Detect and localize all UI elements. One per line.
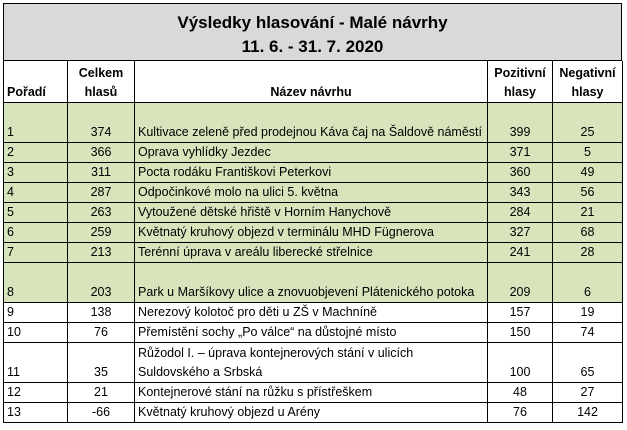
negative-votes-cell: 21 — [552, 202, 623, 223]
rank-cell: 9 — [3, 302, 68, 323]
total-votes-cell: 287 — [67, 182, 135, 203]
table-row: 10 76 Přemístění sochy „Po válce“ na důsto… — [3, 322, 623, 343]
negative-votes-cell: 25 — [552, 102, 623, 143]
proposal-name-cell: Park u Maršíkovy ulice a znovuobjevení P… — [134, 262, 488, 303]
positive-votes-cell: 150 — [487, 322, 553, 343]
proposal-name-cell: Odpočinkové molo na ulici 5. května — [134, 182, 488, 203]
rank-cell: 7 — [3, 242, 68, 263]
negative-votes-cell: 6 — [552, 262, 623, 303]
rank-cell: 6 — [3, 222, 68, 243]
negative-votes-cell: 65 — [552, 342, 623, 383]
positive-votes-cell: 371 — [487, 142, 553, 163]
negative-votes-cell: 68 — [552, 222, 623, 243]
column-header-total: Celkem hlasů — [67, 61, 135, 103]
column-header-negative: Negativní hlasy — [552, 61, 623, 103]
table-row: 7 213 Terénní úprava v areálu liberecké st… — [3, 242, 623, 263]
negative-votes-cell: 19 — [552, 302, 623, 323]
negative-votes-cell: 28 — [552, 242, 623, 263]
negative-votes-cell: 74 — [552, 322, 623, 343]
table-row: 8 203 Park u Maršíkovy ulice a znovuobjeve… — [3, 262, 623, 303]
header-row: Pořadí Celkem hlasů Název návrhu Pozitiv… — [3, 61, 623, 103]
table-row: 1 374 Kultivace zeleně před prodejnou Káva… — [3, 102, 623, 143]
table-row: 11 35 Růžodol I. – úprava kontejnerových s… — [3, 342, 623, 383]
column-header-positive: Pozitivní hlasy — [487, 61, 553, 103]
proposal-name-cell: Růžodol I. – úprava kontejnerových stání… — [134, 342, 488, 383]
proposal-name-cell: Přemístění sochy „Po válce“ na důstojné … — [134, 322, 488, 343]
column-header-name: Název návrhu — [134, 61, 488, 103]
table-row: 13 -66 Květnatý kruhový objezd u Arény 76 14… — [3, 402, 623, 423]
total-votes-cell: 374 — [67, 102, 135, 143]
proposal-name-cell: Vytoužené dětské hřiště v Horním Hanycho… — [134, 202, 488, 223]
total-votes-cell: 263 — [67, 202, 135, 223]
negative-votes-cell: 56 — [552, 182, 623, 203]
positive-votes-cell: 399 — [487, 102, 553, 143]
total-votes-cell: 21 — [67, 382, 135, 403]
positive-votes-cell: 100 — [487, 342, 553, 383]
rank-cell: 5 — [3, 202, 68, 223]
column-header-rank: Pořadí — [3, 61, 68, 103]
rank-cell: 8 — [3, 262, 68, 303]
total-votes-cell: 366 — [67, 142, 135, 163]
positive-votes-cell: 209 — [487, 262, 553, 303]
results-table: Pořadí Celkem hlasů Název návrhu Pozitiv… — [3, 61, 623, 423]
proposal-name-cell: Květnatý kruhový objezd u Arény — [134, 402, 488, 423]
proposal-name-cell: Kultivace zeleně před prodejnou Káva čaj… — [134, 102, 488, 143]
total-votes-cell: 35 — [67, 342, 135, 383]
rank-cell: 11 — [3, 342, 68, 383]
total-votes-cell: -66 — [67, 402, 135, 423]
table-row: 4 287 Odpočinkové molo na ulici 5. května… — [3, 182, 623, 203]
table-row: 6 259 Květnatý kruhový objezd v terminálu … — [3, 222, 623, 243]
rank-cell: 4 — [3, 182, 68, 203]
table-row: 12 21 Kontejnerové stání na růžku s přístř… — [3, 382, 623, 403]
proposal-name-cell: Pocta rodáku Františkovi Peterkovi — [134, 162, 488, 183]
rank-cell: 2 — [3, 142, 68, 163]
title-block: Výsledky hlasování - Malé návrhy 11. 6. … — [3, 3, 622, 61]
total-votes-cell: 259 — [67, 222, 135, 243]
negative-votes-cell: 27 — [552, 382, 623, 403]
table-row: 2 366 Oprava vyhlídky Jezdec 371 5 — [3, 142, 623, 163]
page-title: Výsledky hlasování - Malé návrhy — [177, 13, 448, 32]
total-votes-cell: 213 — [67, 242, 135, 263]
rank-cell: 13 — [3, 402, 68, 423]
results-sheet: Výsledky hlasování - Malé návrhy 11. 6. … — [3, 3, 623, 423]
proposal-name-cell: Květnatý kruhový objezd v terminálu MHD … — [134, 222, 488, 243]
total-votes-cell: 76 — [67, 322, 135, 343]
positive-votes-cell: 327 — [487, 222, 553, 243]
table-row: 9 138 Nerezový kolotoč pro děti u ZŠ v Mac… — [3, 302, 623, 323]
negative-votes-cell: 142 — [552, 402, 623, 423]
total-votes-cell: 138 — [67, 302, 135, 323]
rank-cell: 1 — [3, 102, 68, 143]
rank-cell: 12 — [3, 382, 68, 403]
positive-votes-cell: 343 — [487, 182, 553, 203]
positive-votes-cell: 48 — [487, 382, 553, 403]
rank-cell: 10 — [3, 322, 68, 343]
negative-votes-cell: 49 — [552, 162, 623, 183]
total-votes-cell: 311 — [67, 162, 135, 183]
table-row: 3 311 Pocta rodáku Františkovi Peterkovi 3… — [3, 162, 623, 183]
results-body: 1 374 Kultivace zeleně před prodejnou Káva… — [3, 102, 623, 423]
voting-period: 11. 6. - 31. 7. 2020 — [241, 37, 384, 56]
positive-votes-cell: 76 — [487, 402, 553, 423]
positive-votes-cell: 284 — [487, 202, 553, 223]
proposal-name-cell: Kontejnerové stání na růžku s přístřeške… — [134, 382, 488, 403]
proposal-name-cell: Oprava vyhlídky Jezdec — [134, 142, 488, 163]
total-votes-cell: 203 — [67, 262, 135, 303]
proposal-name-cell: Terénní úprava v areálu liberecké střeln… — [134, 242, 488, 263]
proposal-name-cell: Nerezový kolotoč pro děti u ZŠ v Machnín… — [134, 302, 488, 323]
negative-votes-cell: 5 — [552, 142, 623, 163]
positive-votes-cell: 241 — [487, 242, 553, 263]
table-row: 5 263 Vytoužené dětské hřiště v Horním Han… — [3, 202, 623, 223]
rank-cell: 3 — [3, 162, 68, 183]
positive-votes-cell: 360 — [487, 162, 553, 183]
positive-votes-cell: 157 — [487, 302, 553, 323]
